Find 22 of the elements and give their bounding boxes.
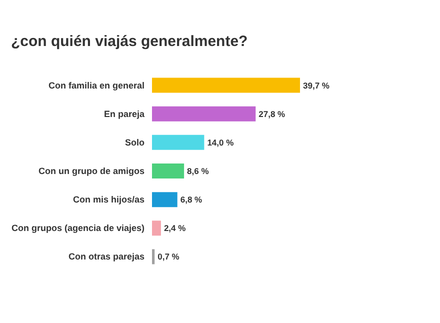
data-label: 14,0 % xyxy=(207,137,234,148)
bar xyxy=(152,106,256,122)
y-tick-label: Con familia en general xyxy=(48,80,144,90)
y-tick-label: En pareja xyxy=(104,108,146,119)
bar xyxy=(152,249,155,264)
y-tick-label: Con un grupo de amigos xyxy=(38,166,144,176)
bar xyxy=(152,220,161,236)
y-tick-label: Con mis hijos/as xyxy=(72,194,144,205)
data-label: 27,8 % xyxy=(258,108,286,119)
y-tick-label: Solo xyxy=(125,137,145,148)
data-label: 2,4 % xyxy=(164,223,186,234)
bar xyxy=(152,134,204,150)
bar xyxy=(152,164,184,178)
y-tick-label: Con grupos (agencia de viajes) xyxy=(11,223,145,234)
data-label: 0,7 % xyxy=(158,252,180,262)
y-tick-label: Con otras parejas xyxy=(68,252,144,262)
data-label: 8,6 % xyxy=(187,166,210,176)
data-label: 6,8 % xyxy=(180,194,203,205)
bar xyxy=(152,192,178,208)
chart-title: ¿con quién viajás generalmente? xyxy=(10,33,248,50)
bar xyxy=(152,78,300,93)
data-label: 39,7 % xyxy=(303,80,330,90)
